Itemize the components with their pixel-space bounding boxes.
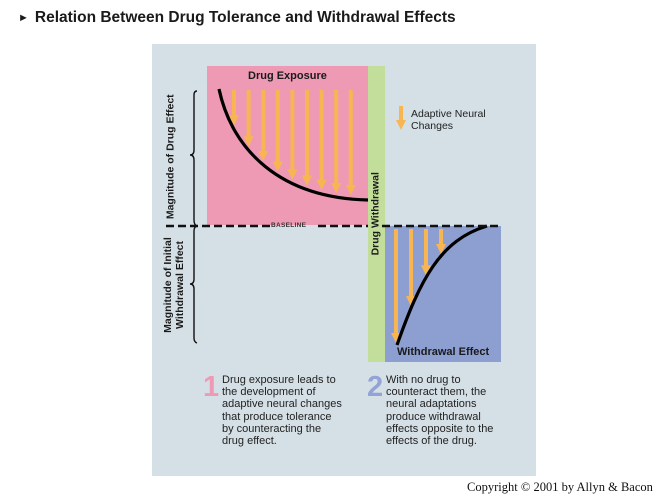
withdrawal-adaptation-arrow: [421, 229, 431, 276]
withdrawal-arrows: [391, 229, 446, 343]
adaptive-change-arrow: [229, 90, 239, 126]
legend-arrow-shape: [396, 106, 406, 130]
adaptive-change-arrow: [316, 90, 327, 190]
drug-withdrawal-label: Drug Withdrawal: [369, 172, 382, 256]
down-arrow-icon: [396, 106, 406, 130]
copyright-text: Copyright © 2001 by Allyn & Bacon: [467, 480, 653, 494]
baseline-label: BASELINE: [271, 222, 307, 229]
step-1-line: drug effect.: [222, 435, 277, 448]
step-1-number: 1: [203, 371, 220, 403]
magnitude-withdrawal-line1: Magnitude of Initial: [162, 237, 174, 333]
withdrawal-adaptation-arrow: [436, 229, 446, 254]
step-2-line: effects opposite to the: [386, 422, 494, 435]
adaptive-change-arrow: [258, 90, 269, 161]
title-text: Relation Between Drug Tolerance and With…: [34, 9, 456, 26]
drug-exposure-box: [207, 66, 368, 225]
step-1-line: the development of: [222, 386, 316, 399]
step-2-line: produce withdrawal: [386, 410, 481, 423]
step-1-text: Drug exposure leads to the development o…: [222, 374, 342, 447]
withdrawal-recovery-curve: [395, 224, 488, 346]
legend-line1: Adaptive Neural: [411, 108, 486, 120]
step-1: 1 Drug exposure leads to the development…: [203, 371, 342, 447]
withdrawal-adaptation-arrow: [391, 229, 401, 343]
adaptive-change-arrow: [345, 90, 356, 195]
triangle-bullet-icon: ►: [18, 12, 29, 24]
withdrawal-effect-label: Withdrawal Effect: [397, 346, 490, 358]
drug-withdrawal-strip: [368, 66, 385, 362]
drug-exposure-arrows: [229, 90, 356, 195]
adaptive-change-arrow: [287, 90, 298, 180]
adaptive-change-arrow: [331, 90, 342, 194]
step-2-line: effects of the drug.: [386, 435, 477, 448]
legend-text: Adaptive Neural Changes: [411, 108, 486, 132]
tolerance-curve: [217, 88, 369, 202]
lower-brace: [189, 225, 198, 344]
step-1-line: Drug exposure leads to: [222, 374, 336, 386]
step-2-line: neural adaptations: [386, 398, 477, 411]
step-1-line: by counteracting the: [222, 422, 322, 435]
step-2-line: counteract them, the: [386, 386, 487, 399]
step-2-text: With no drug to counteract them, the neu…: [386, 374, 493, 447]
drug-exposure-label: Drug Exposure: [248, 70, 327, 82]
step-2-number: 2: [367, 371, 384, 403]
step-2: 2 With no drug to counteract them, the n…: [367, 371, 493, 447]
page-title: ► Relation Between Drug Tolerance and Wit…: [18, 9, 456, 27]
adaptive-change-arrow: [272, 90, 283, 172]
adaptive-change-arrow: [302, 90, 312, 186]
step-1-line: adaptive neural changes: [222, 398, 342, 411]
magnitude-withdrawal-line2: Withdrawal Effect: [173, 241, 186, 329]
magnitude-drug-effect-label: Magnitude of Drug Effect: [164, 94, 177, 220]
magnitude-withdrawal-effect-label: Magnitude of Initial Withdrawal Effect: [162, 233, 187, 337]
withdrawal-adaptation-arrow: [406, 229, 416, 307]
step-1-line: that produce tolerance: [222, 410, 332, 423]
step-2-line: With no drug to: [386, 374, 461, 386]
legend-line2: Changes: [411, 120, 454, 132]
upper-brace: [189, 90, 198, 227]
adaptive-change-arrow: [243, 90, 254, 147]
